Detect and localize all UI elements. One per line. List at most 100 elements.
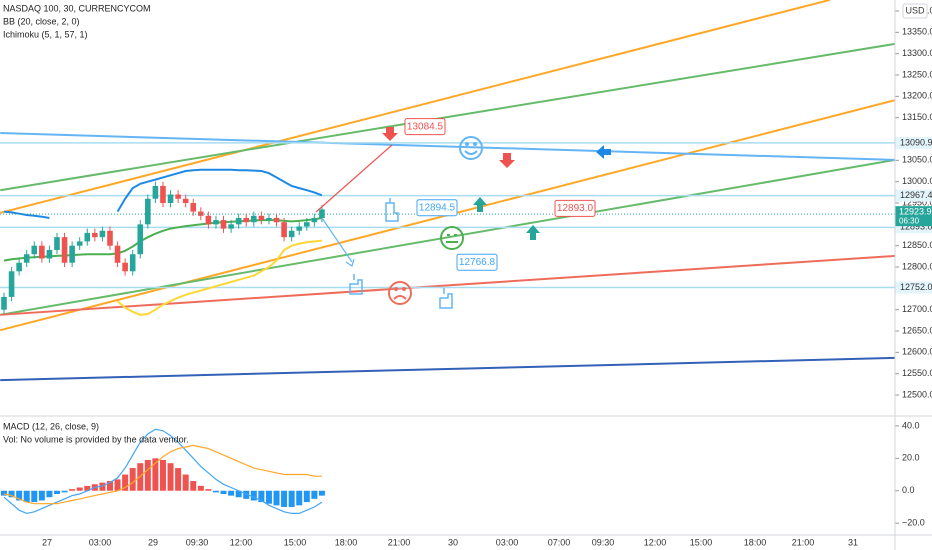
y-tick-label: 13300.0 (902, 48, 932, 58)
current-price-badge (895, 206, 932, 227)
candle-body (175, 194, 181, 199)
y-tick-label: 13050.0 (902, 155, 932, 165)
macd-histogram-bar (69, 489, 76, 491)
macd-pane (1, 428, 325, 515)
x-tick-label: 31 (848, 537, 858, 547)
annotation-box (416, 199, 458, 217)
trend-line (0, 0, 831, 214)
y-tick-label: 12650.0 (902, 325, 932, 335)
candle-body (8, 271, 15, 297)
macd-histogram-bar (197, 485, 204, 491)
candle-body (304, 222, 310, 227)
x-tick-label: 12:00 (644, 537, 667, 547)
price-badge (895, 136, 932, 149)
y-tick-label: 12800.0 (902, 261, 932, 271)
macd-histogram-bar (23, 490, 30, 503)
macd-histogram-bar (235, 490, 242, 498)
arrow-line (321, 217, 353, 263)
candle-body (31, 245, 38, 255)
y-tick-label: 12850.0 (902, 240, 932, 250)
x-tick-label: 21:00 (792, 537, 815, 547)
arrow-down (382, 127, 398, 141)
y-tick-label: 13250.0 (902, 69, 932, 79)
x-tick-label: 09:30 (592, 537, 615, 547)
macd-histogram-bar (220, 490, 227, 494)
trend-line (0, 158, 895, 316)
y-tick-label: 12550.0 (902, 368, 932, 378)
macd-y-tick-label: −20.0 (902, 518, 925, 528)
y-tick-label: 12500.0 (902, 389, 932, 399)
macd-histogram-bar (190, 481, 197, 491)
macd-histogram-bar (152, 458, 159, 491)
candle-body (311, 217, 318, 223)
candle-body (145, 198, 151, 225)
macd-histogram-bar (311, 490, 318, 499)
currency[interactable]: USD (905, 5, 925, 15)
y-tick-label: 13150.0 (902, 112, 932, 122)
candle-body (129, 254, 136, 272)
macd-histogram-bar (318, 490, 325, 496)
hand-icon (385, 198, 399, 222)
candle-body (39, 245, 45, 259)
x-tick-label: 03:00 (496, 537, 519, 547)
current-price-label: 12923.9 (899, 207, 932, 217)
macd-histogram-bar (46, 490, 53, 498)
macd-histogram-bar (288, 490, 295, 507)
candle-body (107, 230, 113, 246)
currency-box[interactable] (902, 3, 928, 19)
arrow-down (499, 153, 515, 168)
x-tick-label: 09:30 (186, 537, 209, 547)
candle-body (266, 217, 272, 221)
overlay: 13400.013350.013300.013250.013200.013150… (0, 5, 932, 547)
macd-line (3, 444, 322, 505)
candle-body (69, 245, 75, 263)
macd-histogram-bar (265, 490, 272, 504)
macd-histogram-bar (205, 489, 212, 491)
macd-title: MACD (12, 26, close, 9) (3, 421, 99, 431)
macd-histogram-bar (303, 490, 310, 503)
candle-body (182, 198, 189, 204)
macd-histogram-bar (99, 482, 106, 491)
candle-body (205, 215, 212, 225)
macd-histogram-bar (159, 459, 166, 491)
macd-y-tick-label: 0.0 (902, 485, 915, 495)
candle-body (235, 217, 242, 225)
arrow-left (596, 145, 611, 159)
macd-histogram-bar (175, 468, 182, 491)
x-tick-label: 29 (148, 537, 158, 547)
candle-body (76, 241, 83, 246)
price-badge-label: 12967.4 (900, 190, 932, 200)
candle-body (167, 194, 174, 204)
candle-body (190, 203, 197, 212)
arrow-head (345, 258, 355, 267)
x-tick-label: 18:00 (335, 537, 358, 547)
candle-body (16, 262, 22, 272)
smiley-face (459, 136, 483, 160)
price-badge-label: 12752.0 (900, 282, 932, 292)
indicator-label: Ichimoku (5, 1, 57, 1) (3, 29, 88, 39)
candle-body (23, 254, 30, 263)
x-tick-label: 15:00 (284, 537, 307, 547)
trend-line (0, 42, 895, 192)
price-badge-label: 13090.9 (900, 137, 932, 147)
macd-line (3, 428, 323, 515)
candle-body (251, 215, 257, 223)
candle-body (213, 220, 219, 225)
candle-body (1, 296, 7, 310)
trend-line (0, 356, 895, 382)
macd-histogram-bar (182, 474, 189, 491)
price-badge (895, 281, 932, 294)
candle-body (122, 262, 128, 272)
macd-histogram-bar (8, 490, 15, 498)
indicator-line (116, 239, 323, 316)
macd-histogram-bar (16, 490, 23, 501)
candle-body (92, 232, 98, 238)
candle-body (281, 222, 287, 238)
y-tick-label: 13200.0 (902, 91, 932, 101)
candle-body (61, 237, 68, 263)
y-tick-label: 13350.0 (902, 27, 932, 37)
macd-histogram-bar (258, 490, 265, 503)
macd-histogram-bar (212, 490, 219, 493)
candle-body (137, 224, 144, 255)
